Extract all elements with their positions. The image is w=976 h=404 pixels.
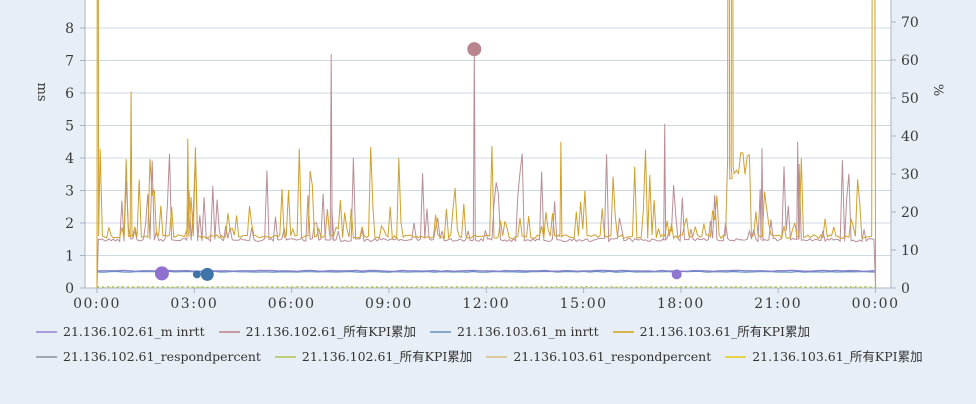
data-point-marker — [200, 267, 214, 281]
legend-item[interactable]: 21.136.102.61_m inrtt — [36, 324, 205, 340]
legend-item[interactable]: 21.136.103.61_m inrtt — [430, 324, 599, 340]
y-tick-label-right: 20 — [901, 205, 919, 221]
y-tick-label-left: 4 — [65, 151, 74, 167]
y-tick-label-right: 40 — [901, 129, 919, 145]
data-point-marker — [671, 269, 682, 280]
legend-item[interactable]: 21.136.103.61_所有KPI累加 — [612, 324, 810, 340]
legend-swatch-icon — [430, 331, 451, 333]
legend-item[interactable]: 21.136.102.61_所有KPI累加 — [218, 324, 416, 340]
legend-label: 21.136.102.61_m inrtt — [63, 324, 205, 339]
legend-label: 21.136.102.61_所有KPI累加 — [301, 349, 473, 364]
series-line-0 — [96, 269, 876, 272]
legend-swatch-icon — [612, 331, 634, 333]
y-tick-label-left: 1 — [65, 249, 74, 265]
y-axis-name-right: % — [930, 84, 945, 96]
series-line-2 — [96, 270, 876, 273]
legend-label: 21.136.103.61_所有KPI累加 — [752, 349, 923, 364]
y-tick-label-left: 2 — [65, 216, 74, 232]
legend-swatch-icon — [274, 356, 296, 358]
legend-item[interactable]: 21.136.102.61_respondpercent — [36, 349, 261, 365]
legend-label: 21.136.103.61_m inrtt — [457, 324, 599, 339]
x-tick-label: 00:00 — [73, 296, 121, 312]
y-tick-label-right: 50 — [901, 91, 919, 107]
legend-swatch-icon — [725, 356, 747, 358]
legend-item[interactable]: 21.136.103.61_所有KPI累加 — [725, 349, 923, 365]
y-tick-label-left: 5 — [65, 119, 74, 135]
series-line-3 — [96, 0, 877, 288]
y-axis-name-left: ms — [34, 83, 49, 102]
data-point-marker — [154, 266, 169, 281]
legend-item[interactable]: 21.136.103.61_respondpercent — [486, 349, 711, 365]
legend-label: 21.136.103.61_所有KPI累加 — [639, 324, 810, 339]
series-line-5 — [96, 285, 876, 288]
legend-swatch-icon — [486, 356, 508, 358]
series-line-1 — [96, 49, 877, 288]
x-tick-label: 15:00 — [560, 296, 608, 312]
kpi-line-chart: 0 1 2 3 4 5 6 7 8 0 10 20 30 40 50 60 70 00:00 03:00 06:00 0… — [34, 0, 945, 312]
chart-canvas: 0 1 2 3 4 5 6 7 8 0 10 20 30 40 50 60 70 00:00 03:00 06:00 0… — [34, 0, 945, 312]
legend-swatch-icon — [36, 356, 57, 358]
data-point-marker — [467, 42, 482, 57]
legend-label: 21.136.102.61_所有KPI累加 — [245, 324, 416, 339]
x-tick-label: 09:00 — [365, 296, 413, 312]
legend-swatch-icon — [218, 331, 240, 333]
y-tick-label-left: 3 — [65, 184, 74, 200]
y-tick-label-left: 8 — [65, 21, 74, 37]
y-tick-label-right: 30 — [901, 167, 919, 183]
y-tick-label-left: 0 — [65, 281, 74, 297]
y-tick-label-right: 70 — [901, 15, 919, 31]
legend-row-1: 21.136.102.61_m inrtt 21.136.102.61_所有KPI… — [36, 324, 956, 340]
x-tick-label: 18:00 — [657, 296, 705, 312]
legend-row-2: 21.136.102.61_respondpercent 21.136.102.6… — [36, 349, 956, 365]
legend-label: 21.136.103.61_respondpercent — [513, 349, 712, 364]
chart-legend: 21.136.102.61_m inrtt 21.136.102.61_所有KPI… — [36, 324, 956, 374]
x-tick-label: 00:00 — [852, 296, 900, 312]
x-tick-label: 12:00 — [462, 296, 510, 312]
y-tick-label-right: 10 — [901, 243, 919, 259]
legend-swatch-icon — [36, 331, 57, 333]
legend-label: 21.136.102.61_respondpercent — [63, 349, 261, 364]
x-tick-label: 03:00 — [170, 296, 218, 312]
y-tick-label-right: 0 — [901, 281, 910, 297]
plot-area — [85, 0, 891, 288]
data-point-marker — [192, 270, 201, 279]
y-tick-label-right: 60 — [901, 53, 919, 69]
x-tick-label: 21:00 — [754, 296, 802, 312]
y-tick-label-left: 7 — [65, 54, 74, 70]
x-tick-label: 06:00 — [268, 296, 316, 312]
legend-item[interactable]: 21.136.102.61_所有KPI累加 — [274, 349, 473, 365]
y-tick-label-left: 6 — [65, 86, 74, 102]
